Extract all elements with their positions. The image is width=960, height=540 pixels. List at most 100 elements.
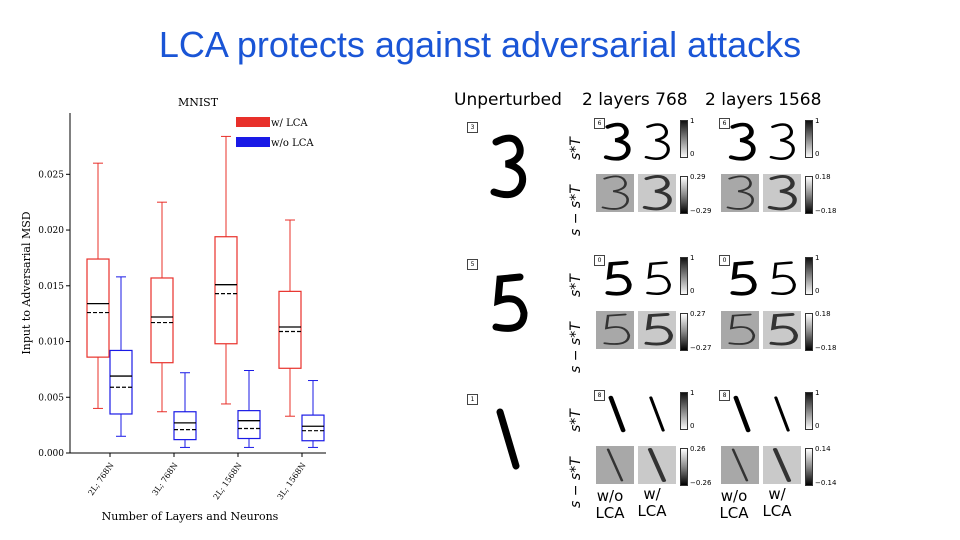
- colorbar-difference: [680, 448, 688, 486]
- colorbar-adversarial: [680, 392, 688, 430]
- adv-digit-wo-lca-768: [605, 260, 632, 296]
- legend-swatch: [236, 117, 270, 127]
- diff-image-wo-lca-1568: [721, 174, 759, 212]
- colorbar-min-label: −0.14: [815, 479, 837, 487]
- colorbar-max-label: 0.27: [690, 310, 706, 318]
- colorbar-max-label: 1: [690, 117, 695, 125]
- y-tick-label: 0.015: [38, 282, 64, 292]
- diff-image-wo-lca-768: [596, 311, 634, 349]
- diff-image-w-lca-768: [638, 446, 676, 484]
- foot-wo-text: w/o: [720, 487, 748, 505]
- y-tick-label: 0.020: [38, 226, 64, 236]
- diff-image-w-lca-1568: [763, 174, 801, 212]
- colorbar-max-label: 1: [690, 389, 695, 397]
- colorbar-max-label: 1: [815, 389, 820, 397]
- row-label-difference: s − s*T: [568, 322, 584, 373]
- foot-w-text: w/: [643, 485, 661, 503]
- diff-image-w-lca-768: [638, 311, 676, 349]
- unperturbed-digit: [492, 273, 528, 332]
- pred-label-box: 8: [594, 390, 605, 401]
- adv-digit-w-lca-1568: [771, 261, 796, 295]
- diff-image-wo-lca-768: [596, 174, 634, 212]
- foot-w-768: w/ LCA: [634, 486, 670, 520]
- colorbar-difference: [805, 448, 813, 486]
- box-plot-chart: MNIST 0.000 0.005 0.010 0.015 0.020 0.025 Input…: [20, 96, 326, 523]
- adv-digit-w-lca-1568: [769, 123, 795, 160]
- colorbar-min-label: 0: [690, 287, 695, 295]
- col-head-1568: 2 layers 1568: [705, 90, 822, 110]
- adv-digit-w-lca-1568: [774, 396, 790, 432]
- colorbar-max-label: 0.26: [690, 445, 706, 453]
- diff-image-wo-lca-1568: [721, 311, 759, 349]
- slide-title: LCA protects against adversarial attacks: [158, 24, 802, 65]
- legend-swatch: [236, 137, 270, 147]
- true-label-box: 1: [467, 394, 478, 405]
- chart-title: MNIST: [178, 96, 219, 109]
- colorbar-difference: [680, 313, 688, 351]
- y-tick-label: 0.025: [38, 170, 64, 180]
- colorbar-min-label: −0.18: [815, 207, 837, 215]
- unperturbed-digit: [490, 134, 527, 199]
- colorbar-difference: [680, 176, 688, 214]
- y-tick-label: 0.005: [38, 393, 64, 403]
- pred-label-box: 8: [719, 390, 730, 401]
- row-label-difference: s − s*T: [568, 457, 584, 508]
- colorbar-adversarial: [805, 392, 813, 430]
- box: [237, 410, 261, 440]
- adv-digit-w-lca-768: [649, 396, 665, 432]
- foot-lca-text: LCA: [762, 502, 792, 520]
- diff-image-wo-lca-1568: [721, 446, 759, 484]
- colorbar-min-label: −0.29: [690, 207, 712, 215]
- colorbar-max-label: 1: [815, 117, 820, 125]
- foot-lca-text: LCA: [595, 504, 625, 522]
- colorbar-max-label: 1: [690, 254, 695, 262]
- pred-label-box: 0: [719, 255, 730, 266]
- box: [86, 258, 110, 358]
- colorbar-min-label: −0.27: [690, 344, 712, 352]
- diff-image-w-lca-768: [638, 174, 676, 212]
- colorbar-adversarial: [680, 120, 688, 158]
- adv-digit-wo-lca-1568: [733, 395, 751, 433]
- adv-digit-w-lca-768: [646, 261, 671, 295]
- row-label-adversarial: s*T: [568, 137, 584, 160]
- y-tick-label: 0.010: [38, 338, 64, 348]
- colorbar-difference: [805, 176, 813, 214]
- y-axis-label: Input to Adversarial MSD: [20, 211, 33, 354]
- foot-w-text: w/: [768, 485, 786, 503]
- unperturbed-digit: [496, 408, 520, 470]
- adv-digit-wo-lca-768: [603, 122, 631, 161]
- colorbar-adversarial: [680, 257, 688, 295]
- colorbar-min-label: 0: [690, 422, 695, 430]
- row-label-adversarial: s*T: [568, 274, 584, 297]
- pred-label-box: 0: [594, 255, 605, 266]
- box: [278, 290, 302, 369]
- foot-wo-1568: w/o LCA: [716, 488, 752, 522]
- colorbar-min-label: 0: [690, 150, 695, 158]
- diff-image-w-lca-1568: [763, 446, 801, 484]
- y-tick-label: 0.000: [38, 449, 64, 459]
- foot-lca-text: LCA: [637, 502, 667, 520]
- colorbar-min-label: −0.18: [815, 344, 837, 352]
- box: [150, 277, 174, 364]
- legend-label: w/ LCA: [271, 118, 308, 129]
- true-label-box: 3: [467, 122, 478, 133]
- colorbar-difference: [805, 313, 813, 351]
- adv-digit-w-lca-768: [644, 123, 670, 160]
- colorbar-min-label: 0: [815, 150, 820, 158]
- row-label-adversarial: s*T: [568, 409, 584, 432]
- pred-label-box: 6: [594, 118, 605, 129]
- x-tick-label: 3L; 768N: [151, 461, 180, 497]
- x-axis-label: Number of Layers and Neurons: [102, 510, 279, 523]
- x-tick-label: 2L; 768N: [87, 461, 116, 497]
- colorbar-min-label: −0.26: [690, 479, 712, 487]
- colorbar-max-label: 0.29: [690, 173, 706, 181]
- legend-label: w/o LCA: [271, 138, 314, 149]
- adv-digit-wo-lca-768: [608, 395, 626, 433]
- col-head-unperturbed: Unperturbed: [454, 90, 562, 110]
- pred-label-box: 6: [719, 118, 730, 129]
- diff-image-w-lca-1568: [763, 311, 801, 349]
- colorbar-max-label: 0.14: [815, 445, 831, 453]
- box: [109, 349, 133, 415]
- colorbar-min-label: 0: [815, 287, 820, 295]
- true-label-box: 5: [467, 259, 478, 270]
